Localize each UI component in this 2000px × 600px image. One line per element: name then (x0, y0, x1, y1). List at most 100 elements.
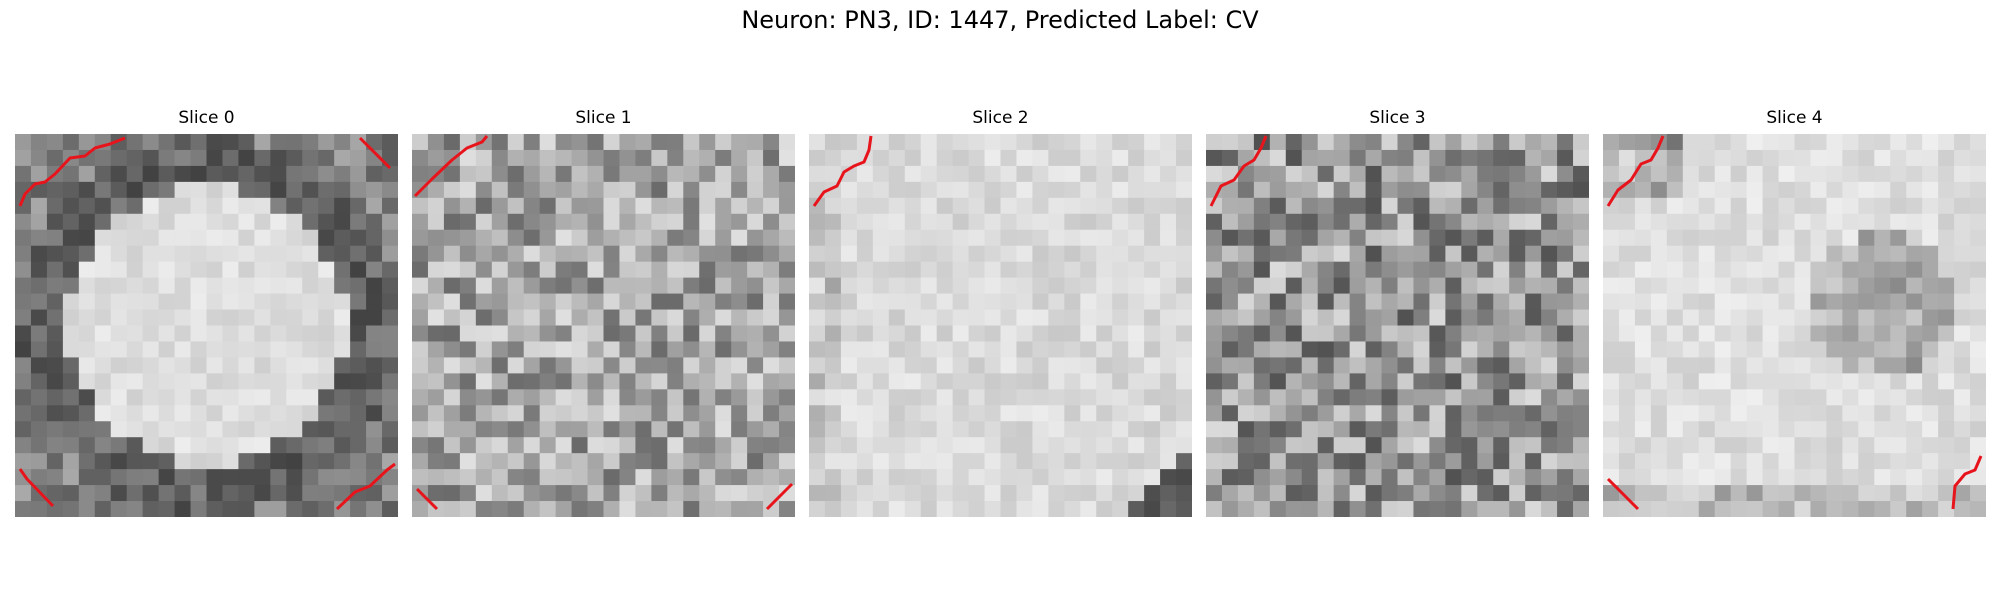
image-pixel (1144, 437, 1161, 454)
image-pixel (731, 373, 748, 390)
image-pixel (334, 213, 351, 231)
image-pixel (1301, 325, 1319, 343)
image-pixel (856, 293, 874, 311)
image-pixel (1858, 501, 1875, 517)
image-pixel (1176, 437, 1192, 454)
image-pixel (651, 405, 668, 422)
image-pixel (872, 453, 890, 470)
image-pixel (1778, 277, 1796, 295)
image-pixel (1269, 245, 1287, 263)
contour-marker-line (765, 482, 794, 511)
image-pixel (62, 453, 80, 470)
image-pixel (1397, 165, 1415, 183)
image-pixel (507, 197, 525, 215)
image-pixel (190, 325, 208, 343)
image-pixel (1666, 293, 1684, 311)
image-pixel (270, 134, 287, 151)
image-pixel (779, 357, 795, 374)
image-pixel (1112, 309, 1129, 327)
image-pixel (1365, 149, 1383, 167)
image-pixel (1954, 485, 1971, 502)
image-pixel (779, 405, 795, 422)
image-pixel (1477, 501, 1494, 517)
image-pixel (952, 469, 970, 486)
image-pixel (1176, 149, 1192, 167)
image-pixel (507, 229, 525, 247)
image-pixel (158, 181, 176, 199)
slice-panel-4: Slice 4 (1603, 108, 1986, 518)
image-pixel (809, 213, 826, 231)
image-pixel (1301, 501, 1319, 517)
image-pixel (968, 453, 986, 470)
image-pixel (1714, 485, 1732, 502)
image-pixel (1221, 389, 1239, 406)
image-pixel (1160, 405, 1177, 422)
image-pixel (270, 293, 287, 311)
image-pixel (238, 453, 255, 470)
contour-marker-line (18, 136, 126, 207)
image-pixel (1160, 357, 1177, 374)
image-pixel (1269, 165, 1287, 183)
image-pixel (94, 325, 112, 343)
image-pixel (904, 485, 922, 502)
image-pixel (779, 469, 795, 486)
image-pixel (1938, 197, 1955, 215)
image-pixel (1477, 261, 1494, 279)
image-pixel (1603, 325, 1620, 343)
image-pixel (1445, 213, 1462, 231)
image-pixel (1016, 277, 1034, 295)
image-pixel (1906, 437, 1923, 454)
image-pixel (334, 277, 351, 295)
image-pixel (779, 165, 795, 183)
image-pixel (1890, 165, 1907, 183)
image-pixel (1144, 277, 1161, 295)
image-pixel (110, 165, 128, 183)
image-pixel (1682, 149, 1700, 167)
image-pixel (1206, 437, 1223, 454)
image-pixel (382, 277, 398, 295)
image-pixel (1429, 421, 1446, 438)
image-pixel (1349, 261, 1367, 279)
slice-title: Slice 0 (178, 108, 235, 128)
image-pixel (94, 277, 112, 295)
image-pixel (1557, 197, 1574, 215)
image-pixel (1160, 261, 1177, 279)
image-pixel (667, 341, 684, 359)
image-pixel (1954, 437, 1971, 454)
image-pixel (46, 421, 64, 438)
image-pixel (779, 277, 795, 295)
image-pixel (1016, 213, 1034, 231)
image-pixel (856, 469, 874, 486)
image-pixel (238, 357, 255, 374)
image-pixel (1429, 197, 1446, 215)
image-pixel (1206, 485, 1223, 502)
image-pixel (1477, 134, 1494, 151)
image-pixel (1477, 229, 1494, 247)
image-pixel (840, 293, 858, 311)
image-pixel (30, 325, 48, 343)
contour-marker-line (1606, 135, 1665, 207)
image-pixel (603, 357, 621, 374)
image-pixel (1413, 389, 1431, 406)
image-pixel (936, 421, 954, 438)
image-pixel (872, 373, 890, 390)
image-pixel (539, 261, 557, 279)
image-pixel (1826, 357, 1843, 374)
image-pixel (1509, 485, 1526, 502)
image-pixel (1762, 341, 1780, 359)
image-pixel (1144, 245, 1161, 263)
image-pixel (350, 134, 367, 151)
image-pixel (1573, 453, 1589, 470)
image-pixel (1666, 277, 1684, 295)
image-pixel (302, 149, 319, 167)
image-pixel (1874, 437, 1891, 454)
image-pixel (491, 293, 509, 311)
image-pixel (1269, 501, 1287, 517)
image-pixel (952, 437, 970, 454)
image-pixel (158, 485, 176, 502)
image-pixel (427, 421, 445, 438)
image-pixel (491, 421, 509, 438)
image-pixel (475, 309, 493, 327)
image-pixel (1301, 293, 1319, 311)
image-pixel (904, 229, 922, 247)
